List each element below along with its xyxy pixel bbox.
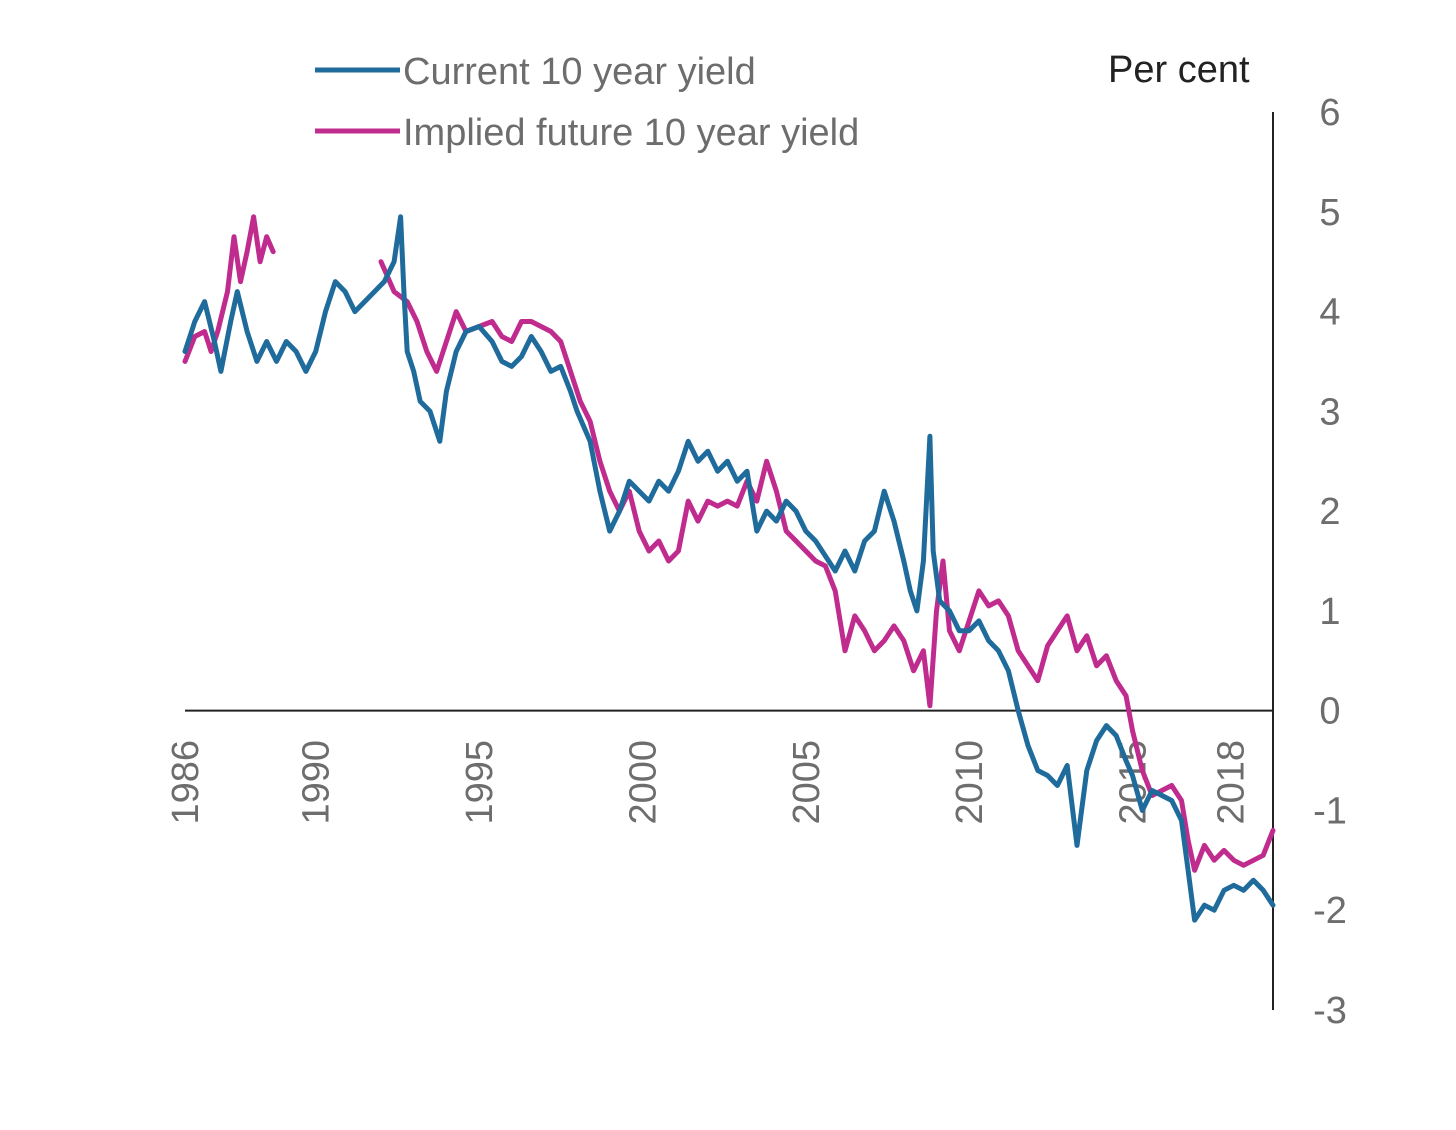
y-tick-label: -2 [1313,890,1347,932]
y-axis-ticks: 6 5 4 3 2 1 0 -1 -2 -3 [1313,92,1347,1032]
y-tick-label: 2 [1319,491,1340,533]
y-tick-label: 0 [1319,691,1340,733]
x-tick-label: 2005 [786,740,828,825]
x-tick-label: 2000 [622,740,664,825]
x-tick-label: 2010 [949,740,991,825]
legend: Current 10 year yield Implied future 10 … [315,51,859,154]
y-tick-label: 1 [1319,591,1340,633]
y-tick-label: 6 [1319,92,1340,134]
series-layer [182,214,1276,923]
x-tick-label: 2018 [1211,740,1253,825]
y-tick-label: -1 [1313,790,1347,832]
unit-label: Per cent [1108,49,1250,91]
x-tick-label: 1990 [296,740,338,825]
y-tick-label: 4 [1319,292,1340,334]
series-line-current [182,214,1276,923]
legend-label-current: Current 10 year yield [403,51,756,93]
x-axis-ticks: 1986 1990 1995 2000 2005 2010 2015 2018 [165,740,1253,825]
x-tick-label: 1986 [165,740,207,825]
series-line-implied [182,214,1276,873]
y-tick-label: 3 [1319,391,1340,433]
y-tick-label: 5 [1319,192,1340,234]
y-tick-label: -3 [1313,990,1347,1032]
legend-label-implied: Implied future 10 year yield [403,112,859,154]
x-tick-label: 1995 [459,740,501,825]
